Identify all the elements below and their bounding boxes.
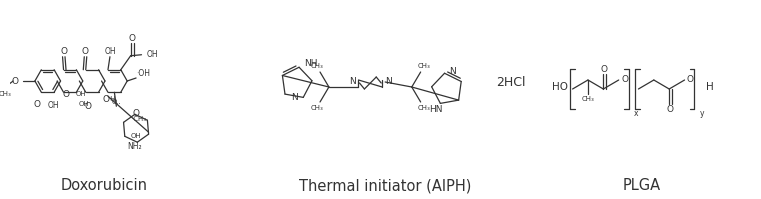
- Text: O: O: [103, 95, 110, 104]
- Text: ·OH: ·OH: [136, 68, 150, 77]
- Text: O..: O..: [112, 99, 122, 105]
- Text: Thermal initiator (AIPH): Thermal initiator (AIPH): [299, 179, 471, 193]
- Text: OH: OH: [104, 47, 116, 56]
- Text: HN: HN: [429, 104, 442, 113]
- Text: y: y: [699, 109, 704, 118]
- Text: NH₂: NH₂: [127, 142, 142, 151]
- Text: N: N: [349, 77, 355, 87]
- Text: O: O: [34, 100, 41, 109]
- Text: PLGA: PLGA: [622, 179, 661, 193]
- Text: OH: OH: [76, 91, 87, 97]
- Text: NH: NH: [304, 60, 318, 68]
- Text: N: N: [291, 93, 298, 102]
- Text: OH: OH: [131, 133, 142, 139]
- Text: O: O: [11, 76, 18, 86]
- Text: N: N: [450, 67, 457, 76]
- Text: Doxorubicin: Doxorubicin: [60, 179, 148, 193]
- Text: O: O: [84, 102, 91, 111]
- Text: CH₃: CH₃: [417, 105, 430, 111]
- Text: H: H: [706, 82, 714, 92]
- Text: O: O: [621, 74, 628, 84]
- Text: O: O: [61, 47, 68, 56]
- Text: O: O: [128, 34, 135, 43]
- Text: ·CH₃: ·CH₃: [132, 116, 146, 122]
- Text: O: O: [667, 104, 673, 113]
- Text: ·H: ·H: [109, 96, 116, 102]
- Text: x: x: [633, 109, 638, 118]
- Text: O: O: [81, 47, 89, 56]
- Text: HO: HO: [552, 82, 568, 92]
- Text: N: N: [385, 77, 392, 87]
- Text: OH: OH: [78, 101, 89, 107]
- Text: O: O: [687, 74, 694, 84]
- Text: O: O: [132, 109, 139, 118]
- Text: CH₃: CH₃: [310, 105, 323, 111]
- Text: O: O: [62, 90, 69, 99]
- Text: CH₃: CH₃: [0, 91, 11, 97]
- Text: 2HCl: 2HCl: [497, 76, 526, 90]
- Text: OH: OH: [48, 101, 59, 110]
- Text: CH₃: CH₃: [581, 96, 594, 102]
- Text: O: O: [601, 64, 608, 73]
- Text: CH₃: CH₃: [417, 63, 430, 69]
- Text: CH₃: CH₃: [310, 63, 323, 69]
- Text: OH: OH: [146, 50, 158, 59]
